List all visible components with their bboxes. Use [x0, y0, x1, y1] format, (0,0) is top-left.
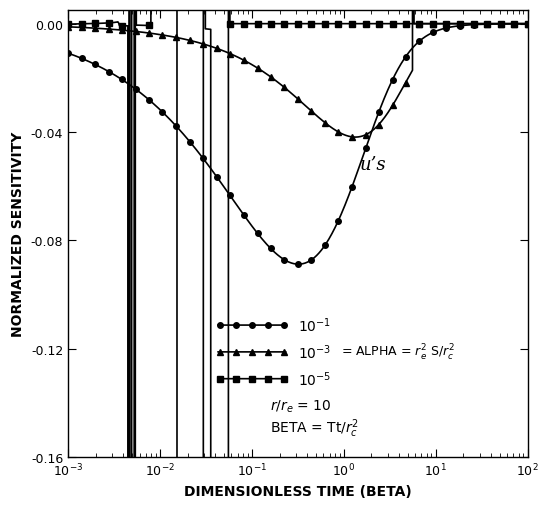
X-axis label: DIMENSIONLESS TIME (BETA): DIMENSIONLESS TIME (BETA) — [184, 484, 411, 498]
Text: $r/r_e$ = 10: $r/r_e$ = 10 — [270, 398, 332, 414]
Text: $10^{-5}$: $10^{-5}$ — [298, 370, 331, 388]
Text: u’s: u’s — [360, 156, 387, 174]
Text: $10^{-1}$: $10^{-1}$ — [298, 316, 331, 335]
Text: $10^{-3}$: $10^{-3}$ — [298, 343, 331, 361]
Y-axis label: NORMALIZED SENSITIVITY: NORMALIZED SENSITIVITY — [11, 131, 25, 336]
Text: = ALPHA = $r_e^2$ S/$r_c^2$: = ALPHA = $r_e^2$ S/$r_c^2$ — [342, 342, 455, 362]
Text: BETA = Tt/$r_c^2$: BETA = Tt/$r_c^2$ — [270, 417, 359, 439]
